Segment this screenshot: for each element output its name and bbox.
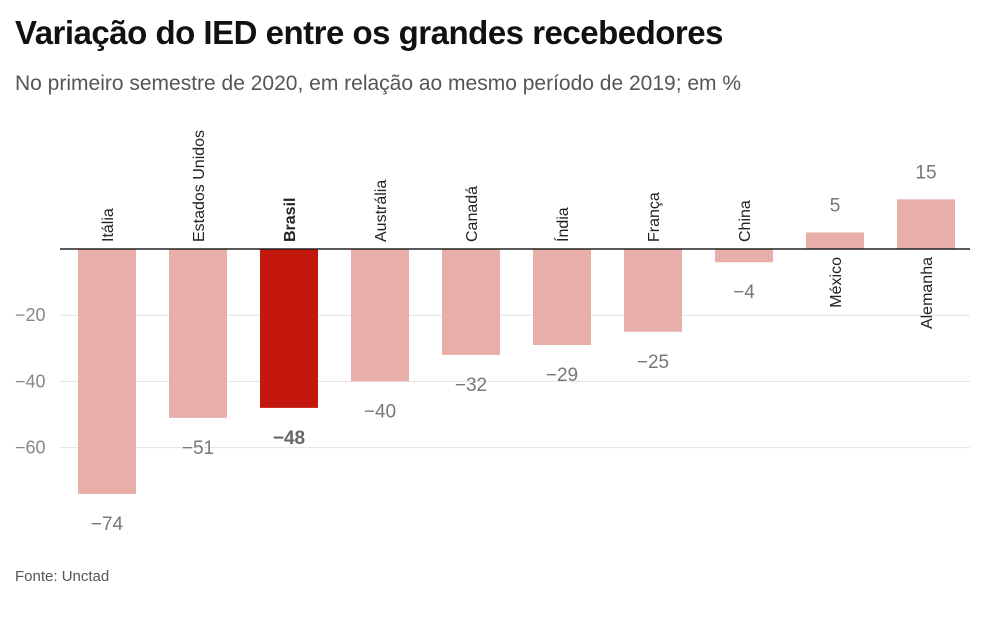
category-label: França [646,192,663,242]
category-label: Índia [553,207,572,242]
category-label: Canadá [464,186,481,242]
bar [806,232,864,249]
bar [351,249,409,382]
category-label: Alemanha [919,257,936,329]
category-label: Brasil [282,198,299,242]
data-label: −40 [364,401,396,422]
category-label: Austrália [373,180,390,242]
y-tick-label: −60 [15,438,46,458]
chart-title: Variação do IED entre os grandes recebed… [15,14,723,51]
category-label: Estados Unidos [191,130,208,242]
bar-chart: −20 −40 −60 −74 Itália −51 Estados Unidos −48 Br… [15,130,970,535]
data-label: −51 [182,438,214,459]
data-label: 5 [830,195,841,216]
source-note: Fonte: Unctad [15,568,110,585]
bar [624,249,682,332]
data-label: −25 [637,352,669,373]
bar [897,199,955,249]
data-label: −74 [91,514,124,535]
category-label: China [737,200,754,242]
data-label: 15 [915,162,936,183]
y-tick-label: −20 [15,305,46,325]
data-label: −48 [273,428,305,449]
category-label: México [828,257,845,308]
bar [260,249,318,408]
category-label: Itália [100,208,117,242]
y-tick-label: −40 [15,371,46,391]
data-label: −32 [455,375,487,396]
bar [169,249,227,418]
data-label: −29 [546,365,578,386]
bar [715,249,773,263]
chart-subtitle: No primeiro semestre de 2020, em relação… [15,72,742,95]
data-label: −4 [733,282,755,303]
bar [78,249,136,494]
bar [442,249,500,355]
bar [533,249,591,345]
